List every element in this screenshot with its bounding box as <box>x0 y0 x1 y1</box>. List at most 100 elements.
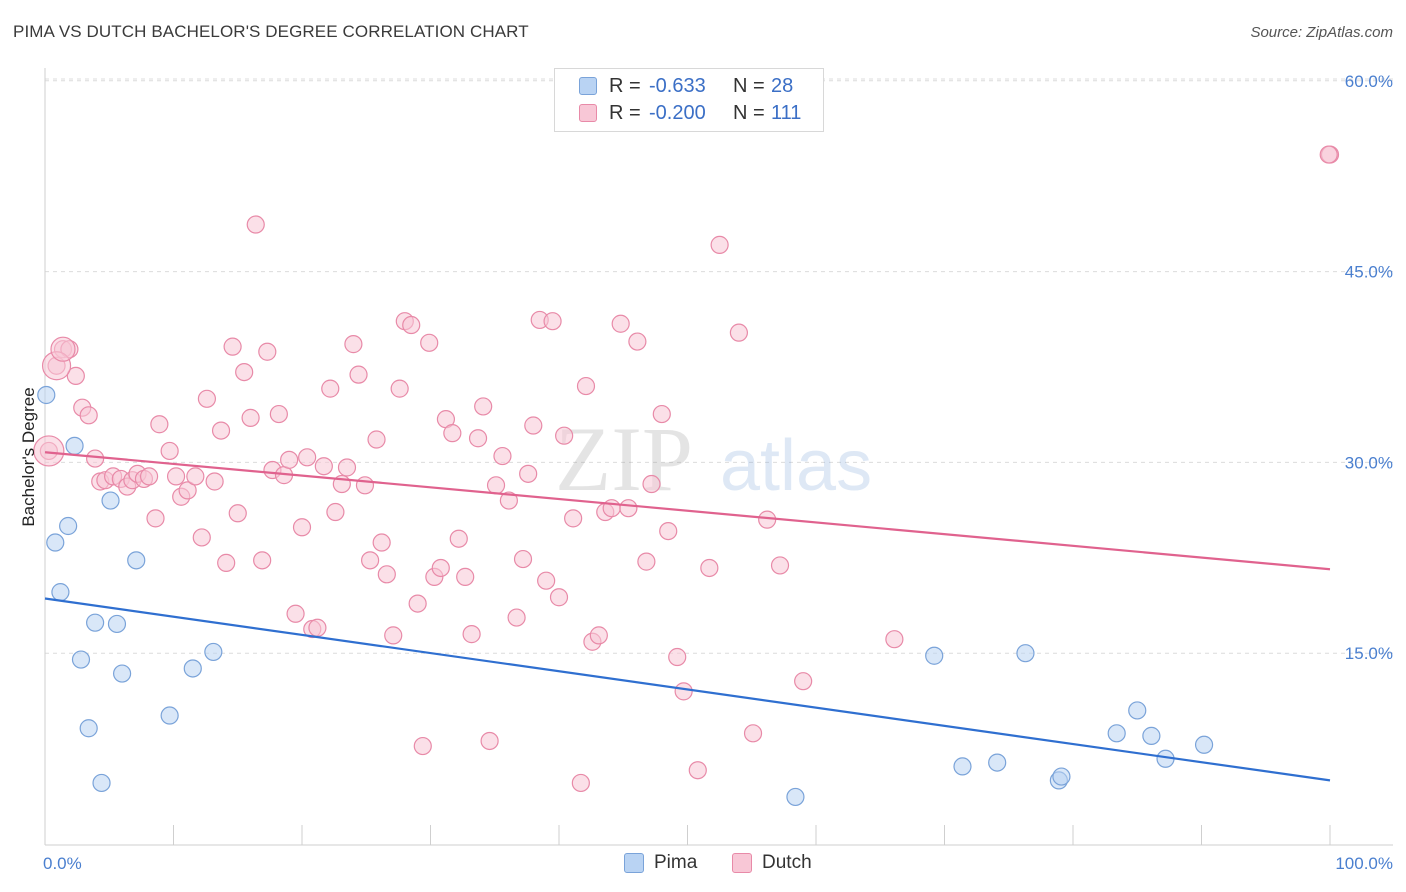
dutch-point <box>499 491 518 510</box>
pima-point <box>1107 724 1126 743</box>
dutch-point <box>308 618 327 637</box>
chart-title: PIMA VS DUTCH BACHELOR'S DEGREE CORRELAT… <box>13 22 529 41</box>
dutch-point <box>223 337 242 356</box>
y-tick-label: 30.0% <box>1345 453 1393 472</box>
dutch-point <box>576 376 596 396</box>
pima-series <box>37 385 1214 807</box>
y-tick-labels: 15.0% 30.0% 45.0% 60.0% <box>1345 72 1393 663</box>
dutch-point <box>235 362 254 382</box>
pima-point <box>46 533 65 552</box>
pima-point <box>1194 735 1214 754</box>
dutch-point <box>211 421 231 440</box>
dutch-point <box>326 502 345 522</box>
pima-point <box>183 659 202 678</box>
dutch-point <box>589 626 608 645</box>
dutch-point <box>543 312 562 331</box>
n-label: N = <box>733 74 765 97</box>
dutch-point <box>314 457 333 476</box>
dutch-point <box>564 509 583 528</box>
dutch-point <box>493 446 512 466</box>
dutch-point <box>337 458 357 477</box>
dutch-point <box>286 604 305 623</box>
pima-point <box>925 646 944 665</box>
dutch-point <box>377 565 396 584</box>
pima-point <box>953 757 972 776</box>
dutch-point <box>372 533 391 552</box>
dutch-point <box>402 315 421 335</box>
watermark: ZIP atlas <box>555 408 872 510</box>
r-label: R = <box>609 101 641 124</box>
n-value: 28 <box>771 74 794 97</box>
dutch-point <box>449 529 468 548</box>
dutch-point <box>519 464 538 483</box>
dutch-point <box>178 481 197 500</box>
dutch-swatch <box>579 104 597 122</box>
dutch-point <box>885 630 904 649</box>
dutch-point <box>146 509 165 528</box>
x-tick-labels: 0.0% 100.0% <box>43 854 1393 873</box>
pima-point <box>65 436 84 455</box>
y-axis-label: Bachelor's Degree <box>19 387 38 526</box>
dutch-point <box>298 448 317 467</box>
pima-point <box>59 516 78 536</box>
pima-point <box>112 664 132 683</box>
dutch-swatch <box>732 853 752 873</box>
dutch-point <box>420 333 439 352</box>
dutch-point <box>79 406 98 425</box>
pima-point <box>786 787 805 807</box>
dutch-point <box>524 416 543 435</box>
legend-label-pima: Pima <box>654 852 698 873</box>
pima-point <box>1016 644 1035 663</box>
dutch-point <box>160 441 179 461</box>
pima-point <box>204 642 223 662</box>
dutch-point <box>413 736 432 756</box>
dutch-point <box>710 235 729 254</box>
watermark-atlas: atlas <box>720 426 872 506</box>
dutch-point <box>355 476 375 495</box>
dutch-point <box>628 332 647 351</box>
legend-item-pima[interactable]: Pima <box>624 852 697 874</box>
dutch-point <box>688 761 707 780</box>
dutch-point <box>1319 145 1338 164</box>
dutch-point-large <box>33 435 65 467</box>
dutch-trend-line <box>44 451 1331 571</box>
dutch-point <box>150 415 169 434</box>
dutch-point <box>186 467 205 486</box>
pima-point <box>107 614 127 634</box>
dutch-point <box>66 366 85 386</box>
pima-point <box>92 773 111 793</box>
dutch-point <box>228 504 247 523</box>
dutch-point <box>637 552 656 571</box>
dutch-point <box>668 647 687 667</box>
dutch-point <box>652 404 671 424</box>
pima-trend-line <box>44 597 1331 782</box>
dutch-point <box>292 518 312 537</box>
trend-lines <box>44 451 1331 782</box>
dutch-point <box>431 558 450 578</box>
y-tick-label: 60.0% <box>1345 72 1393 91</box>
source-label: Source: ZipAtlas.com <box>1250 24 1393 41</box>
pima-point <box>37 385 56 405</box>
dutch-point <box>86 449 105 468</box>
watermark-zip: ZIP <box>555 408 693 510</box>
dutch-point <box>462 625 481 644</box>
pima-point <box>1142 726 1161 745</box>
legend-item-dutch[interactable]: Dutch <box>732 852 812 874</box>
y-tick-label: 15.0% <box>1345 644 1393 663</box>
pima-point <box>79 719 98 738</box>
dutch-point <box>571 773 590 793</box>
dutch-point <box>456 567 475 586</box>
dutch-point <box>743 724 763 743</box>
dutch-point <box>555 426 574 445</box>
dutch-point <box>770 556 790 575</box>
dutch-point <box>349 365 368 384</box>
dutch-point <box>241 408 260 427</box>
series-legend: Pima Dutch <box>0 852 1406 876</box>
dutch-point <box>192 528 211 547</box>
dutch-point <box>674 682 693 701</box>
dutch-point <box>486 476 506 495</box>
dutch-point <box>507 608 526 627</box>
pima-point <box>71 650 91 669</box>
x-tick-label: 0.0% <box>43 854 82 873</box>
